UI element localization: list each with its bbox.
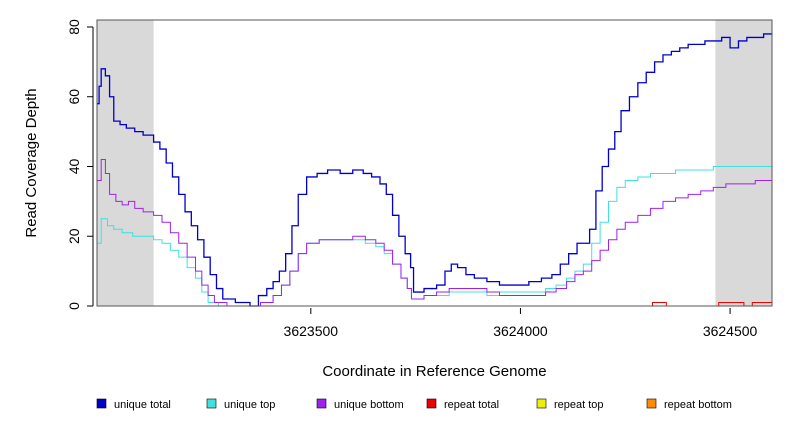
- legend-swatch-repeat-bottom: [646, 398, 657, 409]
- series-line-unique-bottom: [97, 159, 772, 307]
- y-tick-label: 0: [66, 302, 82, 310]
- series-line-unique-total: [97, 33, 772, 307]
- plot-frame: [96, 19, 773, 307]
- series-line-repeat-total: [97, 302, 772, 307]
- legend-swatch-repeat-top: [536, 398, 547, 409]
- y-tick-label: 60: [66, 89, 82, 105]
- legend-label-unique-top: unique top: [224, 399, 275, 411]
- shaded-region-0: [97, 20, 154, 306]
- legend-swatch-unique-bottom: [316, 398, 327, 409]
- series-lines: [97, 33, 773, 307]
- shaded-regions: [97, 20, 772, 306]
- shaded-region-1: [715, 20, 772, 306]
- y-tick-label: 40: [66, 158, 82, 174]
- legend-swatch-unique-total: [96, 398, 107, 409]
- y-tick-label: 20: [66, 228, 82, 244]
- legend-label-repeat-total: repeat total: [444, 399, 499, 411]
- legend: unique total unique top unique bottom repea…: [96, 398, 732, 411]
- y-axis-title: Read Coverage Depth: [23, 88, 40, 237]
- x-axis: 3623500 3624000 3624500: [284, 308, 758, 339]
- legend-label-repeat-bottom: repeat bottom: [664, 399, 732, 411]
- x-tick-label: 3624500: [703, 323, 758, 339]
- legend-label-unique-bottom: unique bottom: [334, 399, 404, 411]
- x-tick-label: 3623500: [284, 323, 339, 339]
- x-axis-title: Coordinate in Reference Genome: [322, 363, 546, 380]
- legend-label-repeat-top: repeat top: [554, 399, 604, 411]
- y-tick-label: 80: [66, 19, 82, 35]
- legend-swatch-unique-top: [206, 398, 217, 409]
- legend-swatch-repeat-total: [426, 398, 437, 409]
- x-tick-label: 3624000: [493, 323, 548, 339]
- legend-label-unique-total: unique total: [114, 399, 171, 411]
- y-axis: 0 20 40 60 80: [66, 19, 94, 310]
